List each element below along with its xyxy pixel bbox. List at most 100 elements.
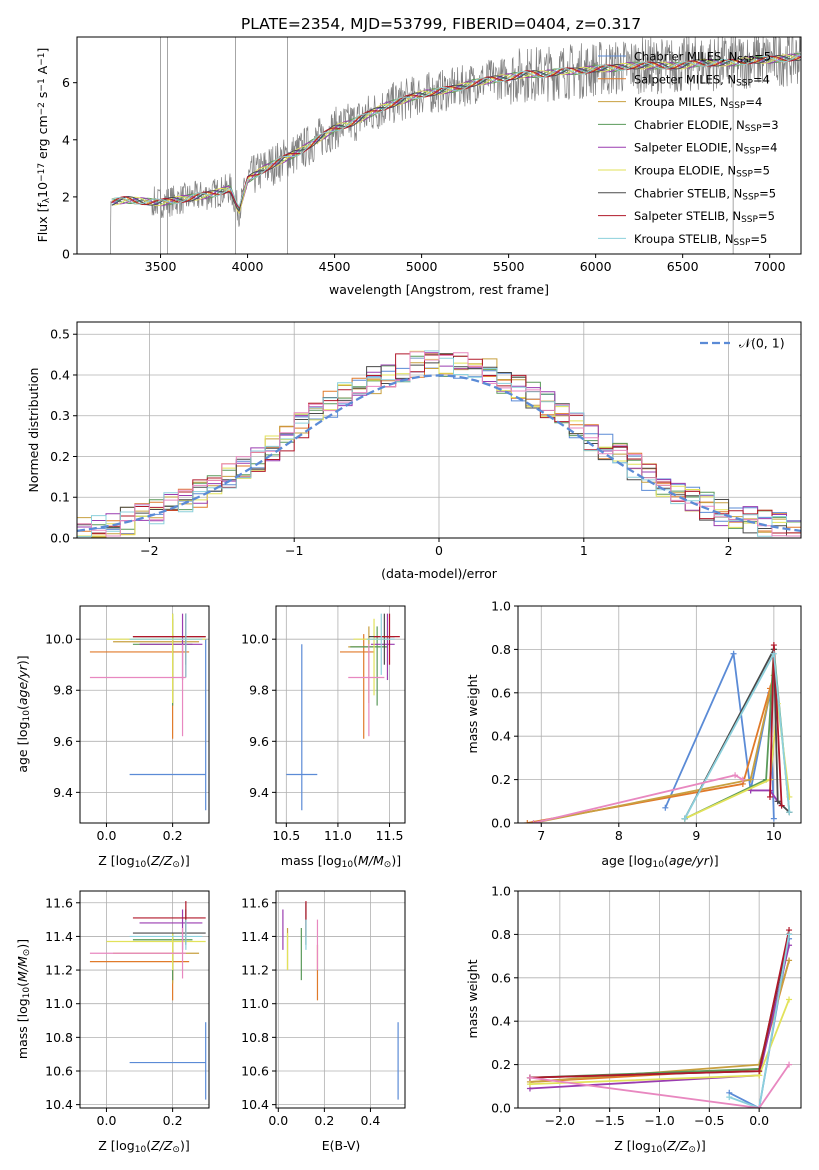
y-tick-label: 0.4 — [491, 729, 511, 744]
series-line — [533, 774, 744, 823]
y-axis-label: Normed distribution — [26, 368, 41, 493]
y-tick-label: 9.4 — [53, 785, 73, 800]
x-axis-label: age [log10(age/yr)] — [601, 853, 718, 870]
series-marker — [786, 1061, 793, 1068]
y-tick-label: 10.4 — [45, 1097, 73, 1112]
legend-label: Chabrier STELIB, NSSP=5 — [634, 186, 776, 202]
y-tick-label: 10.4 — [241, 1097, 269, 1112]
y-tick-label: 11.4 — [241, 929, 269, 944]
series-marker — [786, 957, 793, 964]
y-tick-label: 0.0 — [491, 1101, 511, 1116]
grid — [80, 606, 209, 823]
axes-frame — [275, 605, 406, 824]
series-marker — [778, 802, 785, 809]
x-tick-label: 11.0 — [324, 828, 352, 843]
x-tick-label: 4500 — [319, 259, 351, 274]
y-tick-label: 10.6 — [45, 1063, 73, 1078]
x-tick-label: 10 — [766, 828, 782, 843]
series-marker — [770, 815, 777, 822]
x-tick-label: 0.2 — [163, 828, 183, 843]
series-marker — [774, 798, 781, 805]
y-tick-label: 11.2 — [45, 963, 73, 978]
age-mass-panel: 10.5 11.0 11.5 9.4 9.6 9.8 10.0 mass [log10(M/M… — [241, 605, 406, 870]
x-tick-label: 0.0 — [749, 1113, 769, 1128]
axes-frame — [79, 890, 210, 1109]
y-axis-label: Flux [fλ10−17 erg cm−2 s−1 A−1] — [35, 48, 52, 243]
x-tick-label: −0.5 — [694, 1113, 724, 1128]
x-tick-label: 0.0 — [268, 1113, 288, 1128]
series-line — [683, 645, 790, 820]
figure-title: PLATE=2354, MJD=53799, FIBERID=0404, z=0… — [241, 15, 641, 33]
x-tick-label: 2 — [725, 543, 733, 558]
y-tick-label: 9.6 — [53, 734, 73, 749]
y-tick-label: 0.8 — [491, 642, 511, 657]
y-tick-label: 0.1 — [50, 490, 70, 505]
plot-area — [282, 901, 399, 1100]
y-tick-label: 1.0 — [491, 884, 511, 899]
y-tick-label: 10.0 — [45, 632, 73, 647]
x-tick-label: 8 — [615, 828, 623, 843]
x-tick-label: 0.0 — [97, 1113, 117, 1128]
x-axis-label: Z [log10(Z/Z⊙)] — [98, 853, 189, 870]
y-tick-label: 6 — [62, 75, 70, 90]
errorbar-point — [129, 1022, 207, 1100]
errorbar-point — [348, 626, 385, 704]
x-tick-label: 11.5 — [376, 828, 404, 843]
y-tick-label: 10.8 — [45, 1030, 73, 1045]
x-tick-label: 10.5 — [272, 828, 300, 843]
x-tick-label: 0.2 — [163, 1113, 183, 1128]
y-tick-label: 11.4 — [45, 929, 73, 944]
series-marker — [756, 1068, 763, 1075]
y-tick-label: 11.6 — [45, 895, 73, 910]
model-spectrum — [111, 53, 801, 208]
x-tick-label: −1.0 — [644, 1113, 674, 1128]
errorbar-point — [132, 933, 193, 981]
y-tick-label: 0.3 — [50, 408, 70, 423]
series-marker — [524, 820, 531, 823]
series-marker — [732, 772, 739, 779]
errorbar-point — [139, 909, 203, 950]
y-tick-label: 0 — [62, 247, 70, 262]
series-marker — [726, 1094, 733, 1101]
legend-label: Kroupa ELODIE, NSSP=5 — [634, 164, 770, 180]
x-tick-label: 3500 — [145, 259, 177, 274]
x-axis-label: Z [log10(Z/Z⊙)] — [614, 1138, 705, 1155]
x-tick-label: 6000 — [580, 259, 612, 274]
x-tick-label: 5000 — [406, 259, 438, 274]
y-tick-label: 0.2 — [491, 772, 511, 787]
y-tick-label: 0.0 — [491, 816, 511, 831]
errorbar-point — [106, 933, 206, 971]
y-tick-label: 1.0 — [491, 599, 511, 614]
y-axis-label: mass weight — [465, 674, 480, 753]
series-marker — [756, 1105, 763, 1108]
plot-area — [524, 642, 793, 823]
series-line — [728, 934, 790, 1108]
x-tick-label: −1.5 — [594, 1113, 624, 1128]
errorbar-point — [106, 613, 206, 704]
y-tick-label: 9.4 — [249, 785, 269, 800]
y-tick-label: 10.0 — [241, 632, 269, 647]
age-metallicity-panel: 0.0 0.2 9.4 9.6 9.8 10.0 age [log10(age/yr)] Z … — [15, 605, 210, 870]
errorbar-point — [129, 639, 207, 811]
x-axis-label: E(B-V) — [322, 1138, 361, 1153]
mass-extinction-panel: 0.0 0.2 0.4 10.4 10.6 10.8 11.0 11.2 11.4 11.6 E(B… — [241, 890, 406, 1153]
errorbar-point — [370, 613, 395, 681]
legend-label: Salpeter ELODIE, NSSP=4 — [634, 141, 777, 157]
y-tick-label: 0.8 — [491, 927, 511, 942]
plot-area — [89, 901, 207, 1100]
series-marker — [730, 650, 737, 657]
y-tick-label: 0.2 — [491, 1057, 511, 1072]
series-marker — [530, 820, 537, 823]
legend-label: Salpeter STELIB, NSSP=5 — [634, 209, 775, 225]
normal-curve — [77, 374, 801, 533]
x-axis-label: (data-model)/error — [381, 566, 498, 581]
spectrum-panel: 3500 4000 4500 5000 5500 6000 6500 7000 0 2 4 6 Flux… — [35, 36, 802, 297]
errorbar-point — [348, 644, 385, 737]
series-marker — [786, 809, 793, 816]
legend-label: 𝒩(0, 1) — [739, 336, 785, 351]
plot-area — [89, 613, 207, 811]
x-tick-label: −1 — [285, 543, 303, 558]
grid — [276, 606, 405, 823]
y-axis-label: mass [log10(M/M⊙)] — [15, 939, 32, 1059]
